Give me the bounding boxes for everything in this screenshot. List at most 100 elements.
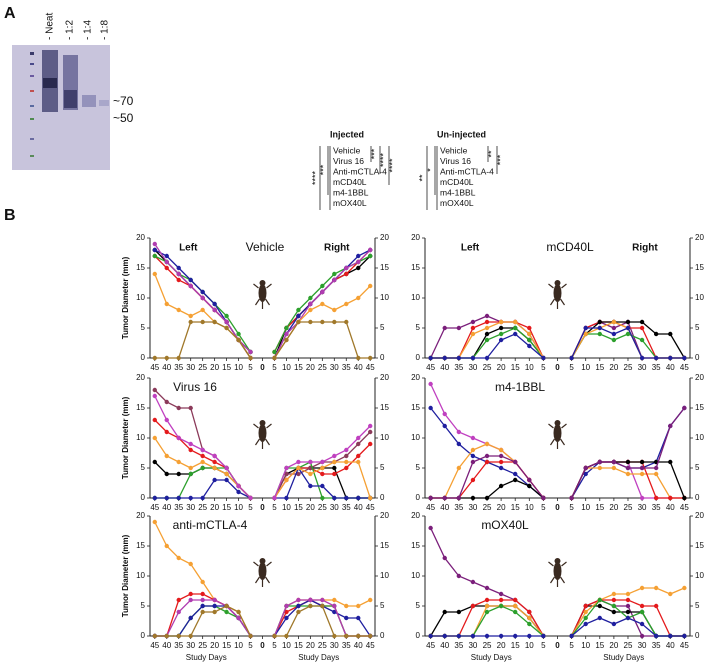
data-point [484,495,490,501]
data-point [152,519,157,525]
data-point [442,325,447,331]
data-point [200,459,205,465]
data-point [296,313,301,319]
data-point [272,355,277,361]
data-point [212,459,217,465]
chart-title: Vehicle [246,240,285,254]
gel-image [12,45,110,170]
sig-stars: ** [417,174,427,182]
data-point [308,459,313,465]
data-point [484,609,490,615]
data-point [332,471,337,477]
data-point [332,271,337,277]
x-tick-label: 5 [569,641,574,650]
x-tick-label: 40 [440,641,449,650]
x-tick-label: 45 [426,641,435,650]
x-tick-label: 45 [426,363,435,372]
data-point [625,331,631,337]
x-tick-label: 25 [624,363,633,372]
data-point [653,585,659,591]
x-tick-label: 15 [222,503,231,512]
data-point [527,343,532,349]
data-point [428,355,433,361]
data-point [653,603,659,609]
data-point [188,277,193,283]
y-tick-label: 5 [416,463,421,472]
y-tick-label: 10 [136,571,145,580]
data-point [484,313,490,319]
marker-label: ~50 [113,111,134,125]
data-point [513,319,518,325]
data-point [583,465,588,471]
x-tick-label: 35 [652,641,661,650]
data-point [668,495,673,501]
y-tick-label: 5 [141,323,146,332]
data-point [653,331,659,337]
mouse-icon [548,558,567,587]
x-tick-label: 10 [581,363,590,372]
data-point [248,495,253,501]
data-point [320,459,325,465]
data-point [152,253,157,259]
data-point [344,633,349,639]
data-point [152,459,157,465]
mouse-limbs [253,423,272,449]
y-tick-label: 10 [136,433,145,442]
y-tick-label: 10 [136,293,145,302]
data-point [668,633,673,639]
x-tick-label: 25 [483,641,492,650]
data-point [296,307,301,313]
chart-title: m4-1BBL [495,380,545,394]
data-point [200,319,205,325]
x-tick-label: 25 [198,363,207,372]
y-tick-label: 0 [141,493,146,502]
data-point [356,633,361,639]
data-point [639,609,645,615]
x-tick-label: 35 [652,503,661,512]
data-point [188,615,193,621]
x-tick-label: 0 [260,503,265,512]
y2-tick-label: 10 [695,433,704,442]
data-point [200,495,205,501]
data-point [152,495,157,501]
x-tick-label: 40 [162,363,171,372]
data-point [470,447,476,453]
sig-stars: *** [369,148,379,159]
lane-label: - Neat [45,13,56,40]
y-tick-label: 20 [411,511,420,520]
data-point [541,495,546,501]
data-point [682,633,687,639]
x-tick-label: 5 [248,503,253,512]
data-point [470,331,476,337]
data-point [639,621,645,627]
data-point [164,301,169,307]
data-point [356,253,361,259]
x-tick-label: 10 [581,641,590,650]
x-tick-label: 5 [248,641,253,650]
x-tick-label: 40 [354,503,363,512]
data-point [442,423,447,429]
data-point [356,355,361,361]
sig-item: Virus 16 [440,156,471,166]
data-point [597,465,602,471]
x-tick-label: 35 [652,363,661,372]
data-point [188,465,193,471]
x-tick-label: 45 [366,641,375,650]
data-point [583,603,588,609]
x-tick-label: 40 [162,503,171,512]
data-point [668,423,673,429]
data-point [456,429,462,435]
y-tick-label: 0 [141,631,146,640]
y2-tick-label: 0 [695,353,700,362]
data-point [428,633,433,639]
data-point [284,495,289,501]
data-point [682,405,687,411]
y-axis-label: Tumor Diameter (mm) [121,534,130,617]
data-point [164,265,169,271]
series-line [154,599,371,637]
data-point [583,609,588,615]
data-point [456,495,462,501]
data-point [332,603,337,609]
data-point [356,615,361,621]
data-point [513,471,518,477]
